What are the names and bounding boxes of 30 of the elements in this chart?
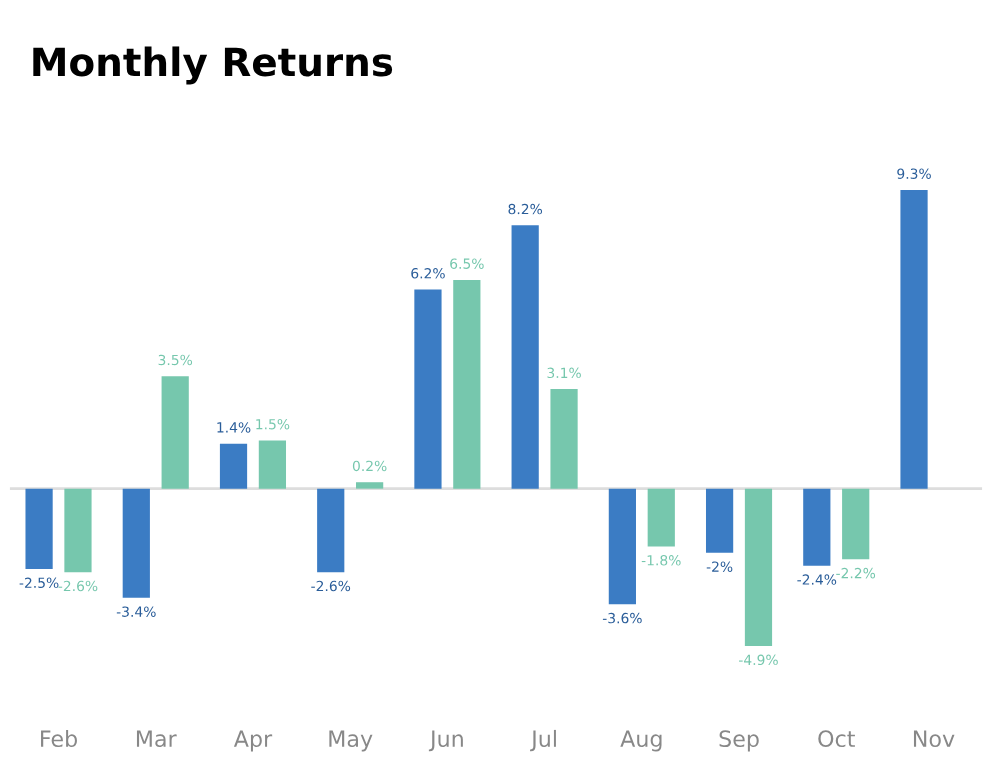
bar	[511, 225, 539, 489]
bar	[258, 440, 287, 489]
bar	[64, 488, 92, 573]
x-tick-label: Jun	[428, 730, 463, 752]
bar	[550, 389, 578, 489]
x-tick-label: Oct	[818, 730, 855, 748]
bar	[803, 488, 831, 566]
bar	[842, 488, 870, 560]
bar	[647, 488, 675, 547]
bar	[414, 289, 442, 489]
chart-title: Monthly Returns	[33, 46, 393, 85]
x-tick-label: Feb	[41, 729, 77, 748]
bar	[219, 443, 248, 489]
bar	[744, 488, 773, 646]
x-tick-label: May	[329, 730, 373, 752]
bar	[900, 190, 928, 489]
x-tick-label: Apr	[233, 730, 273, 752]
bar	[25, 488, 53, 569]
bar	[161, 376, 189, 489]
x-tick-label: Sep	[719, 730, 759, 752]
bar	[705, 488, 734, 553]
x-tick-label: Aug	[620, 730, 662, 752]
bar	[608, 488, 636, 605]
x-tick-label: Mar	[136, 730, 177, 748]
x-tick-label: Nov	[913, 730, 955, 748]
bar	[317, 488, 345, 573]
bar	[453, 279, 481, 489]
bar	[122, 488, 150, 598]
bar	[356, 482, 384, 489]
x-tick-label: Jul	[530, 729, 556, 752]
